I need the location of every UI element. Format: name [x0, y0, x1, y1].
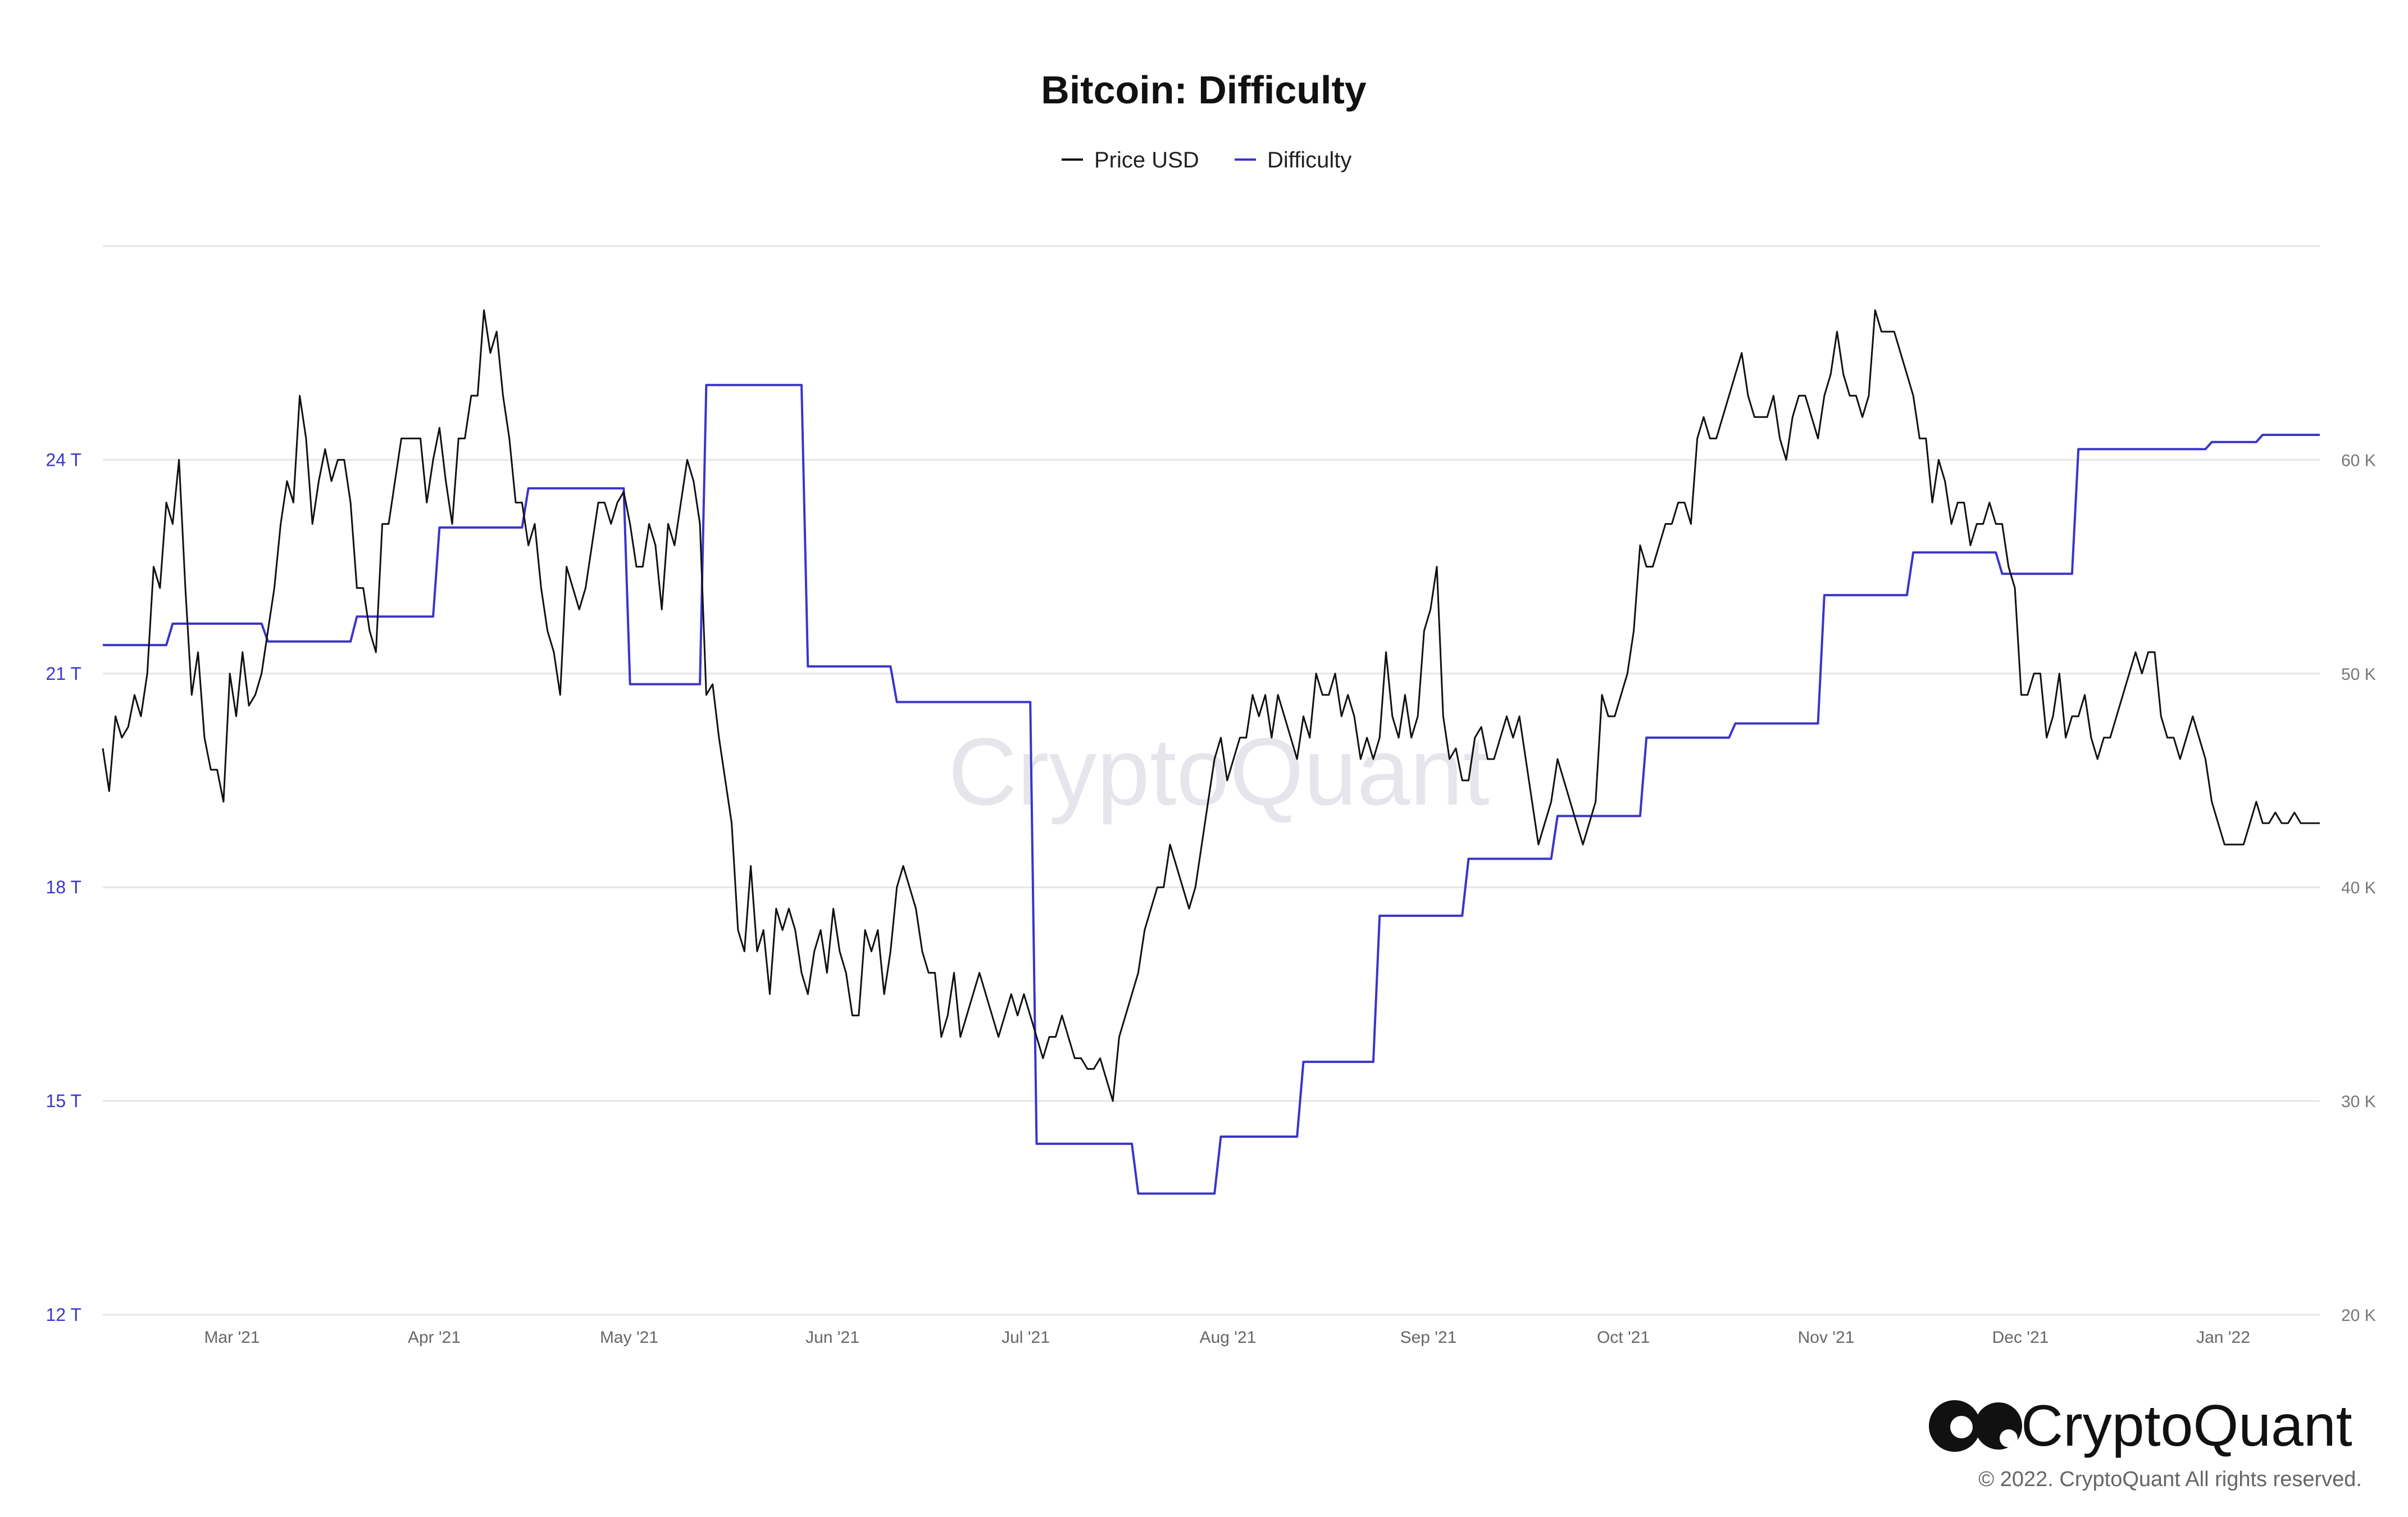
x-axis: Mar '21 Apr '21 May '21 Jun '21 Jul '21 Aug '… — [204, 1328, 2250, 1347]
series-line-price — [102, 309, 2320, 1102]
gridlines — [103, 245, 2320, 1316]
series-layer — [102, 309, 2320, 1195]
chart-title: Bitcoin: Difficulty — [1041, 68, 1366, 112]
y-left-tick-label: 12 T — [46, 1305, 81, 1325]
right-axis: 20 K 30 K 40 K 50 K 60 K — [2341, 451, 2376, 1325]
y-right-tick-label: 50 K — [2341, 665, 2376, 684]
y-right-tick-label: 20 K — [2341, 1306, 2376, 1325]
x-tick-label: Oct '21 — [1597, 1328, 1650, 1347]
legend-label-difficulty: Difficulty — [1267, 148, 1351, 172]
x-tick-label: Sep '21 — [1400, 1328, 1457, 1347]
y-right-tick-label: 30 K — [2341, 1093, 2376, 1111]
logo-mark-cutout — [2000, 1429, 2018, 1447]
logo-mark-circle-inner — [1950, 1416, 1973, 1438]
x-tick-label: Jul '21 — [1002, 1328, 1050, 1347]
legend-item-difficulty[interactable]: Difficulty — [1235, 148, 1351, 172]
copyright-text: © 2022. CryptoQuant All rights reserved. — [1978, 1468, 2362, 1491]
x-tick-label: Mar '21 — [204, 1328, 260, 1347]
legend-item-price[interactable]: Price USD — [1062, 148, 1199, 172]
brand-name: CryptoQuant — [2021, 1393, 2352, 1459]
y-left-tick-label: 15 T — [46, 1091, 81, 1111]
x-tick-label: Apr '21 — [408, 1328, 461, 1347]
y-left-tick-label: 18 T — [46, 877, 81, 897]
watermark: CryptoQuant — [948, 719, 1490, 825]
y-right-tick-label: 60 K — [2341, 451, 2376, 470]
x-tick-label: May '21 — [600, 1328, 658, 1347]
x-tick-label: Jan '22 — [2196, 1328, 2250, 1347]
x-tick-label: Aug '21 — [1200, 1328, 1257, 1347]
x-tick-label: Nov '21 — [1798, 1328, 1855, 1347]
y-left-tick-label: 21 T — [46, 664, 81, 684]
x-tick-label: Dec '21 — [1992, 1328, 2049, 1347]
y-left-tick-label: 24 T — [46, 449, 81, 470]
legend: Price USD Difficulty — [1062, 148, 1351, 172]
brand-logo: CryptoQuant — [1929, 1393, 2352, 1459]
left-axis: 12 T 15 T 18 T 21 T 24 T — [46, 449, 81, 1325]
series-line-difficulty — [103, 384, 2320, 1195]
x-tick-label: Jun '21 — [805, 1328, 859, 1347]
y-right-tick-label: 40 K — [2341, 879, 2376, 897]
legend-label-price: Price USD — [1094, 148, 1199, 172]
